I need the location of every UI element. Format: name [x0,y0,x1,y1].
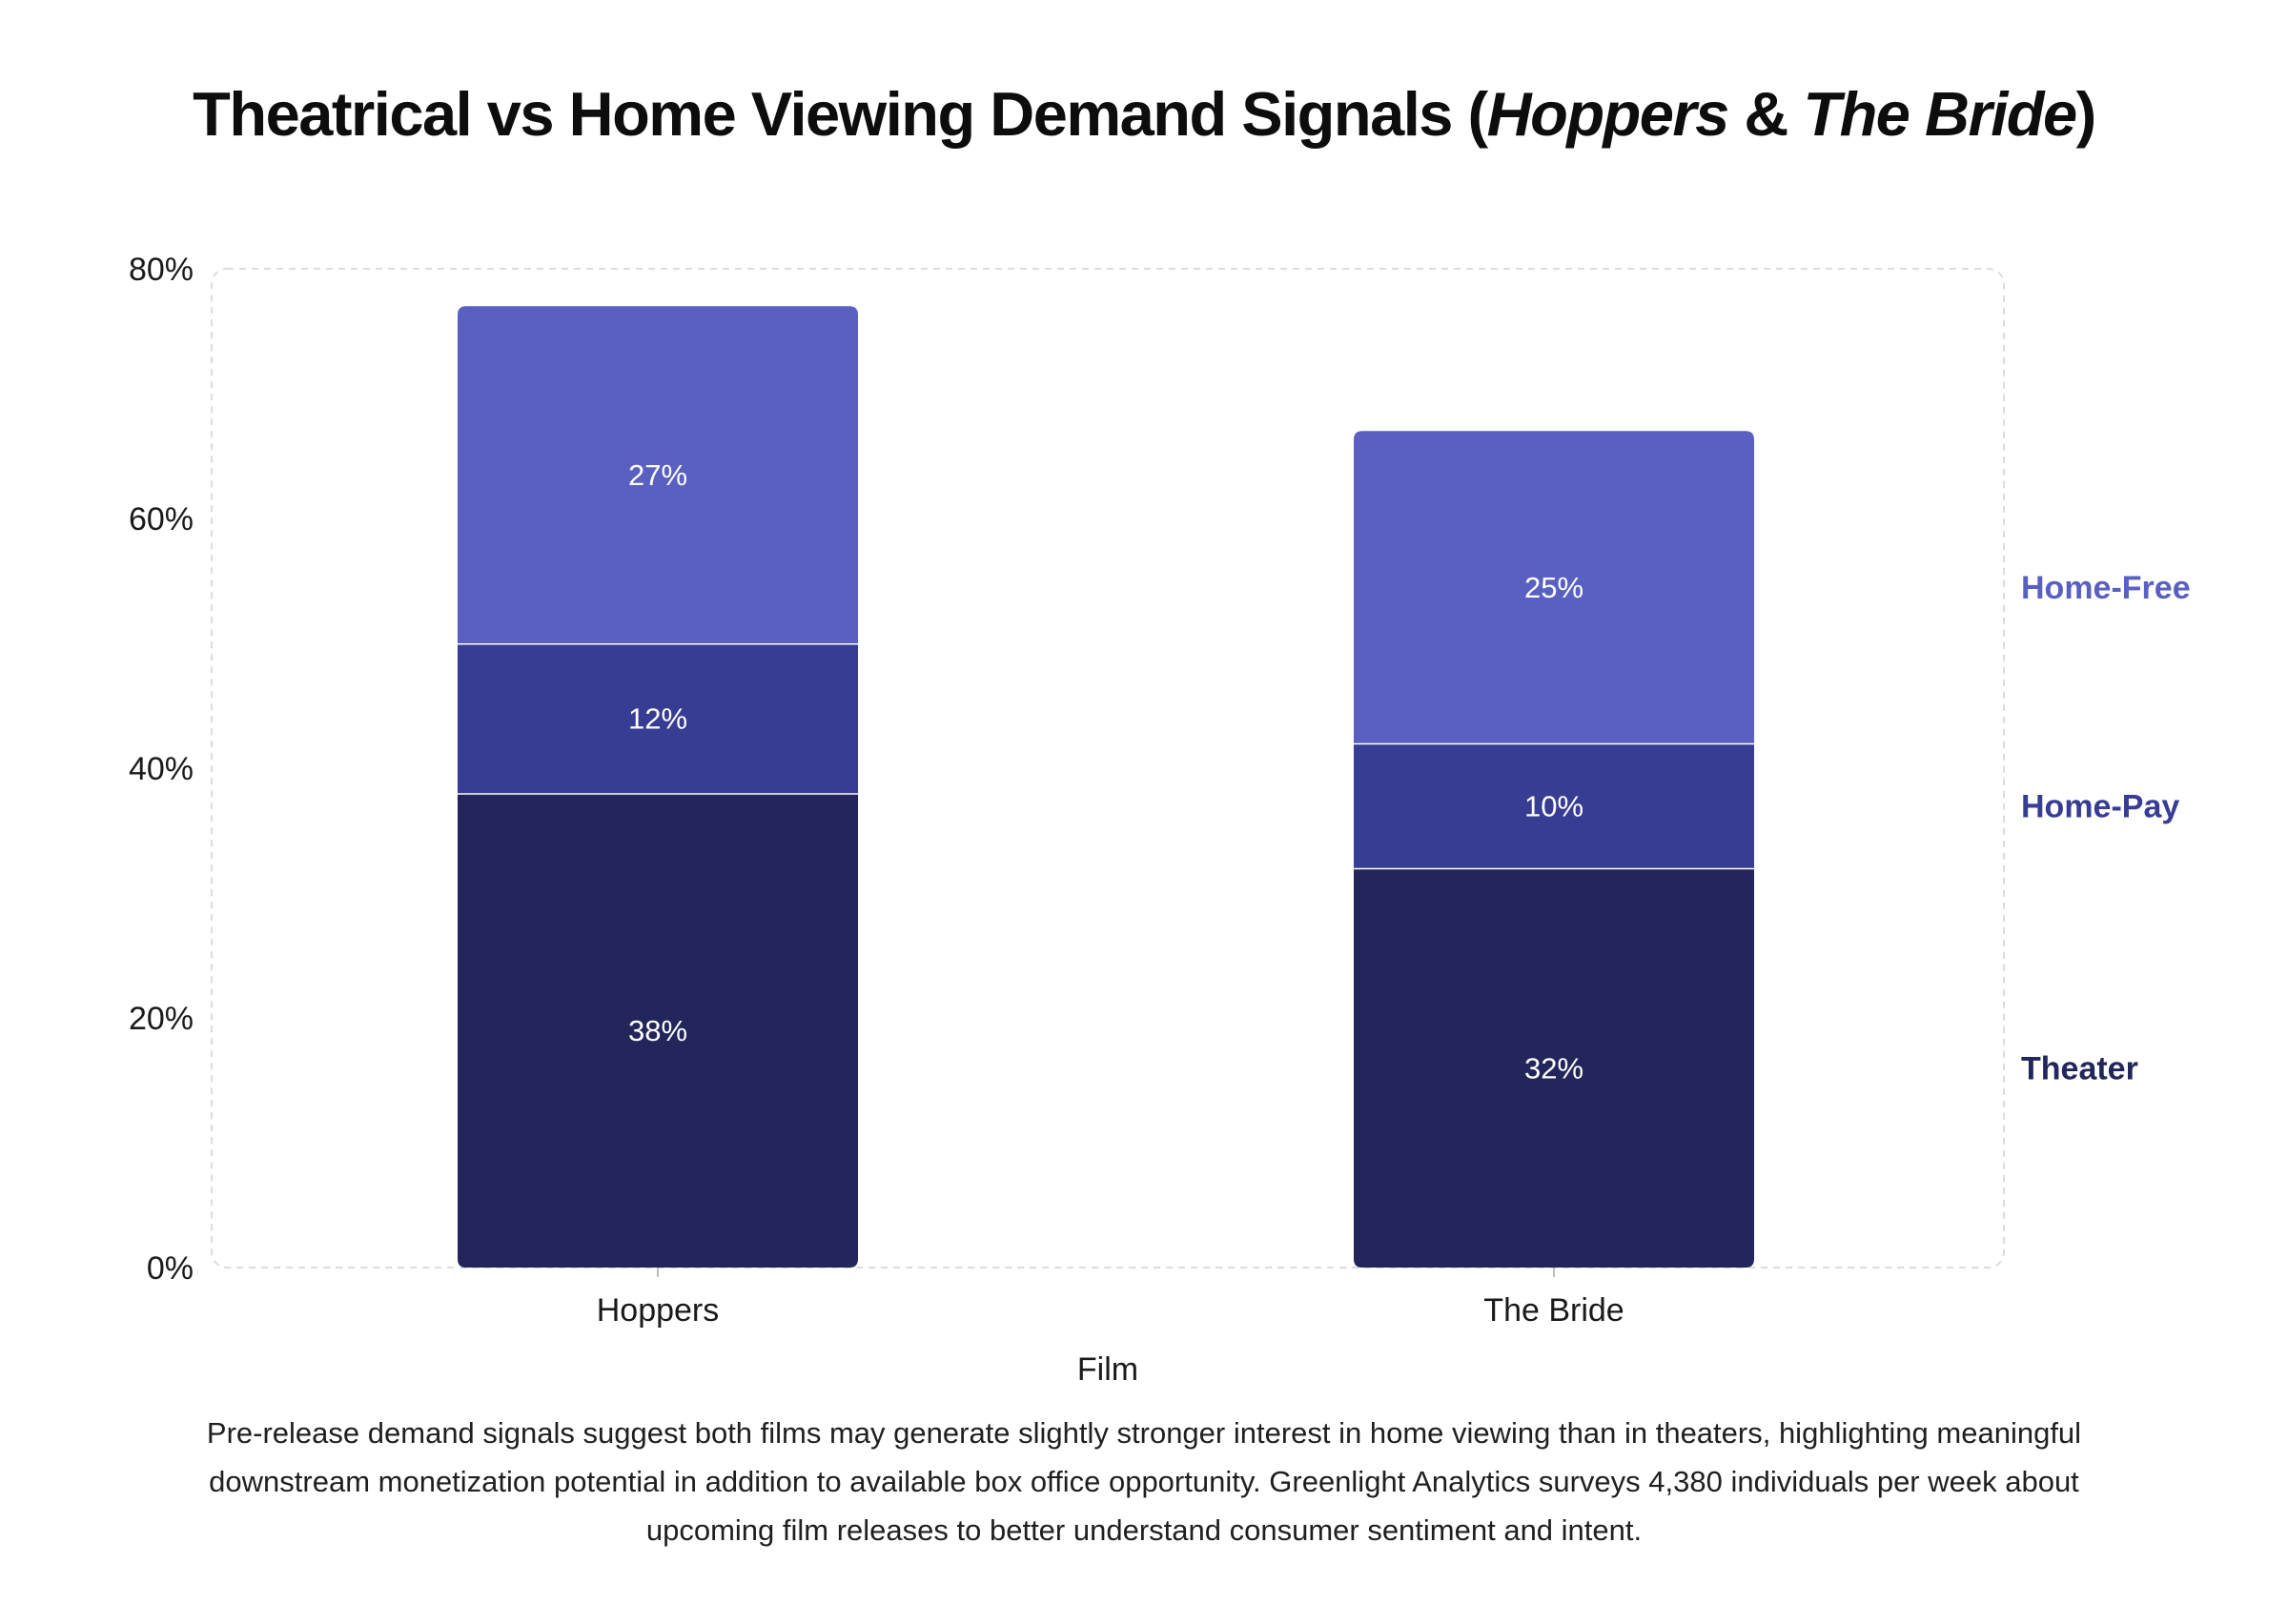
y-axis: 0% 20% 40% 60% 80% [129,252,194,1287]
y-tick-label: 0% [147,1250,194,1287]
legend-item-theater: Theater [2021,1050,2138,1086]
y-tick-label: 60% [129,501,194,538]
bar-segment-hoppers-theater[interactable] [458,793,858,1268]
y-tick-label: 40% [129,751,194,787]
title-prefix: Theatrical vs Home Viewing Demand Signal… [193,79,1488,149]
plot-area-frame [211,268,2005,1269]
data-label-the-bride-home-free: 25% [1524,571,1583,604]
chart-title: Theatrical vs Home Viewing Demand Signal… [0,78,2288,150]
legend: Theater Home-Pay Home-Free [2021,570,2191,1086]
y-tick-label: 20% [129,1001,194,1037]
bars-group [458,306,1754,1268]
x-tick-label-hoppers: Hoppers [597,1292,720,1329]
bar-segment-the-bride-home-pay[interactable] [1354,742,1754,868]
x-tick-label-the-bride: The Bride [1483,1292,1624,1329]
y-tick-label: 80% [129,252,194,288]
title-suffix: ) [2075,79,2097,149]
bar-segment-hoppers-home-pay[interactable] [458,643,858,794]
data-label-hoppers-home-pay: 12% [628,702,687,736]
title-film-the-bride: The Bride [1803,79,2077,149]
title-ampersand: & [1727,79,1804,149]
data-label-hoppers-home-free: 27% [628,458,687,492]
data-label-the-bride-theater: 32% [1524,1051,1583,1085]
title-film-hoppers: Hoppers [1486,79,1730,149]
legend-item-home-pay: Home-Pay [2021,788,2179,824]
x-axis: Hoppers The Bride [597,1268,1624,1329]
legend-item-home-free: Home-Free [2021,570,2191,606]
x-axis-title: Film [1077,1351,1138,1388]
data-label-hoppers-theater: 38% [628,1014,687,1047]
bar-segment-hoppers-home-free[interactable] [458,306,858,643]
data-label-the-bride-home-pay: 10% [1524,789,1583,822]
segment-labels-group: 38% 12% 27% 32% 10% 25% [628,458,1583,1085]
bar-segment-the-bride-home-free[interactable] [1354,431,1754,743]
bar-segment-the-bride-theater[interactable] [1354,867,1754,1268]
chart-caption: Pre-release demand signals suggest both … [206,1416,2082,1547]
